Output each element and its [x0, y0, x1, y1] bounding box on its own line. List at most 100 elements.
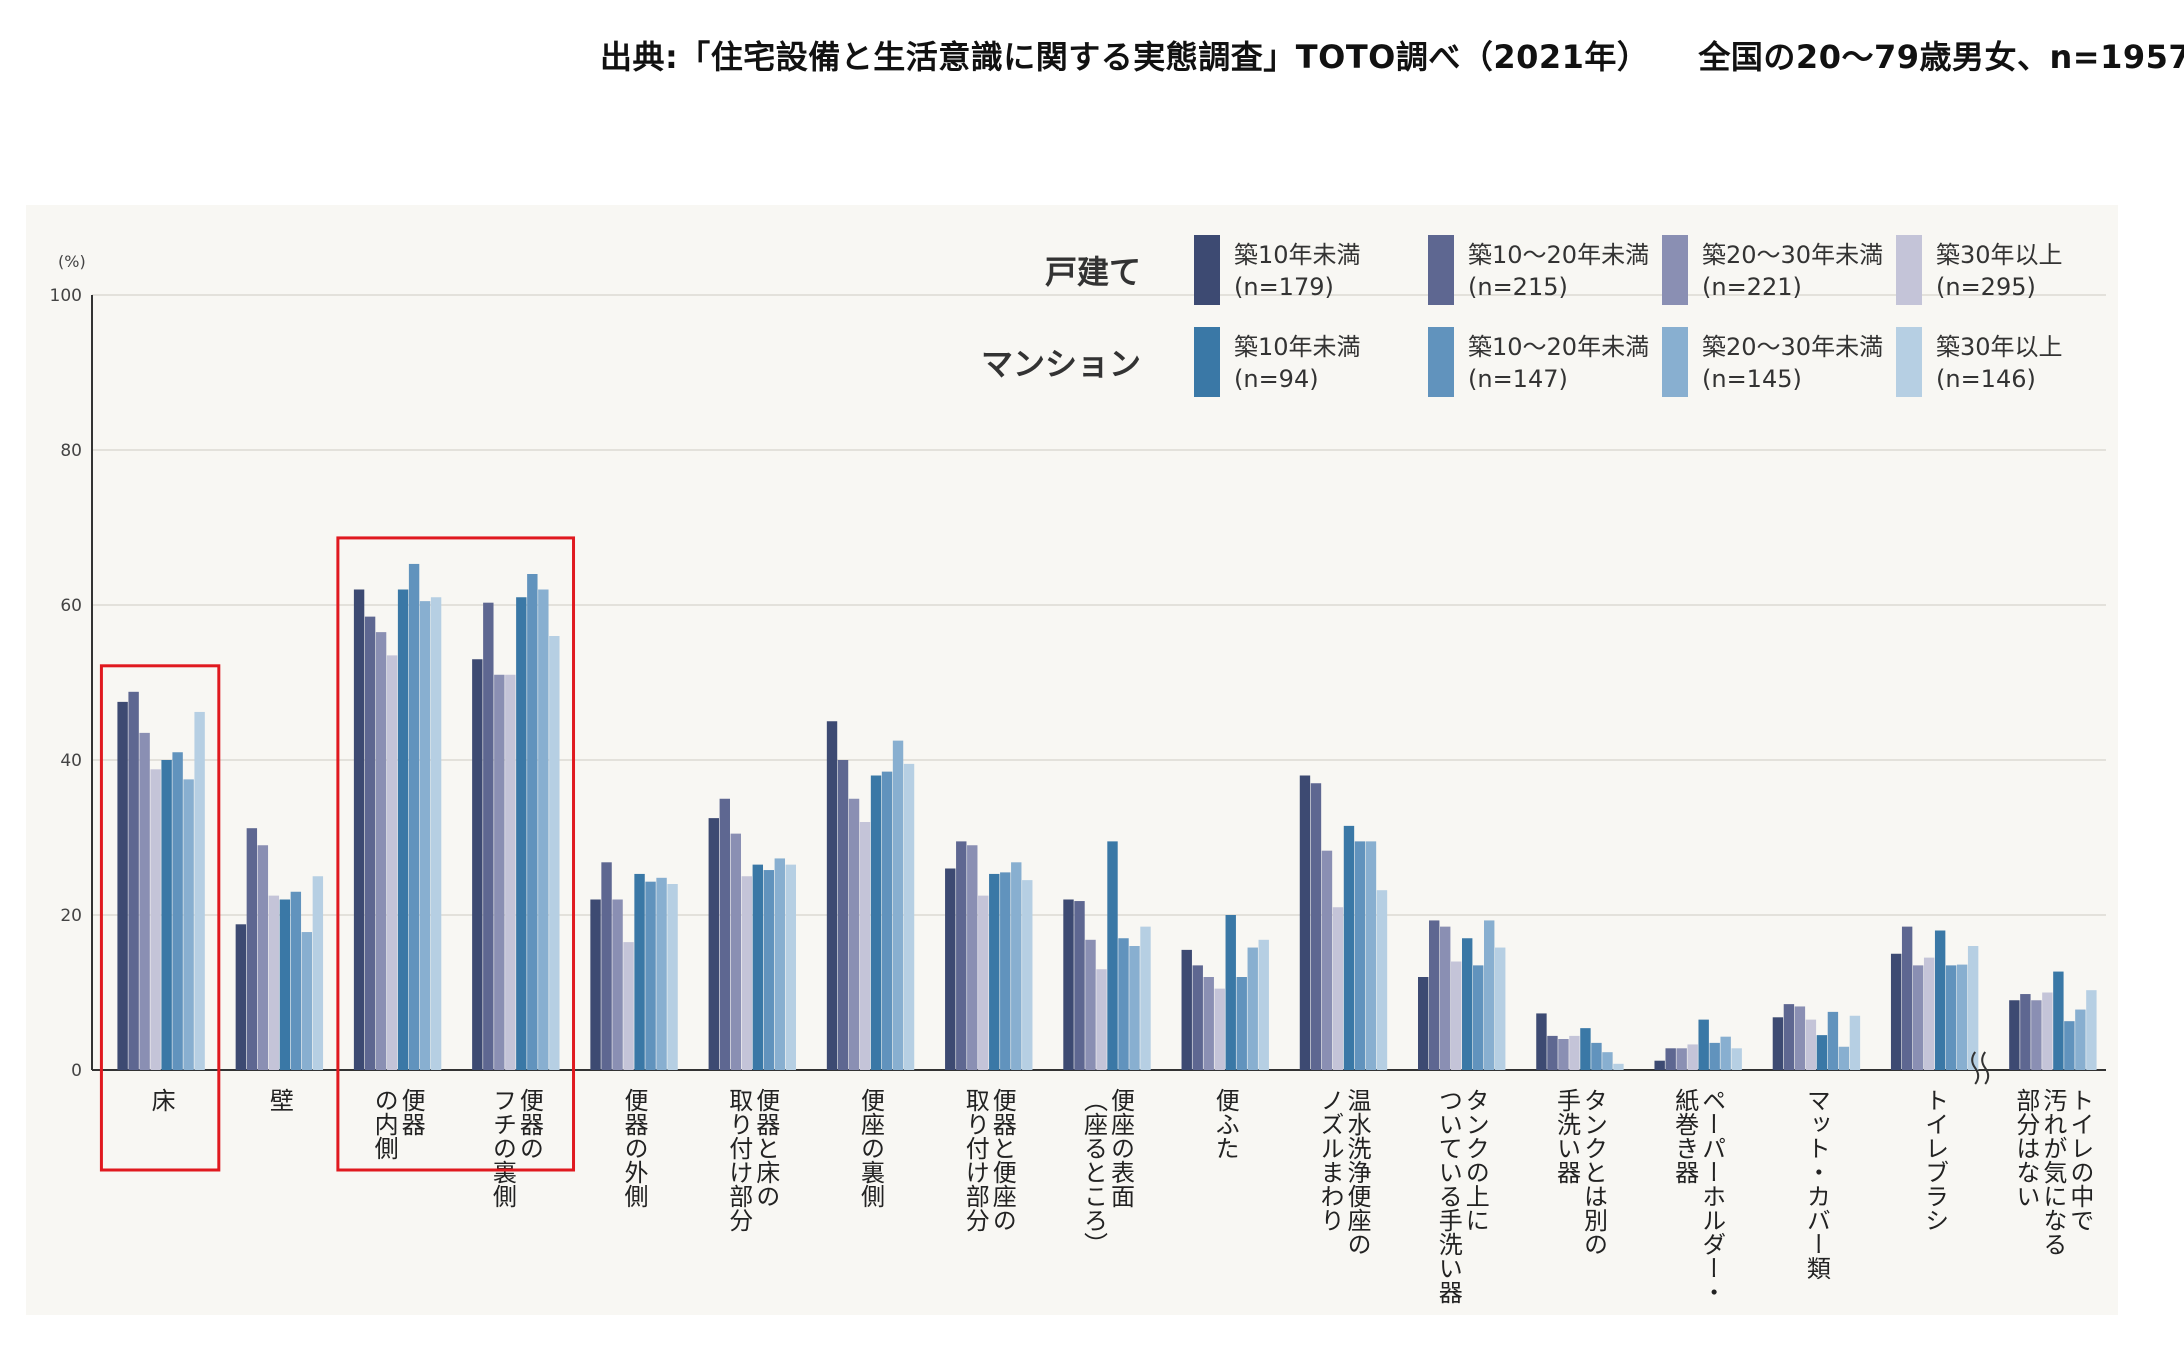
- bar: [645, 881, 656, 1070]
- bar: [538, 589, 549, 1070]
- x-category-label: 取り付け部分: [725, 1088, 753, 1232]
- bar: [516, 597, 527, 1070]
- bar: [763, 870, 774, 1070]
- bar: [1495, 947, 1506, 1070]
- bar: [353, 589, 365, 1070]
- bar: [1794, 1006, 1806, 1070]
- bar: [1934, 930, 1946, 1070]
- bar: [967, 845, 978, 1070]
- bar: [826, 721, 838, 1070]
- bar: [172, 752, 183, 1070]
- bar: [741, 876, 752, 1070]
- legend-label: 築10〜20年未満: [1468, 241, 1649, 269]
- x-category-label: トイレブラシ: [1921, 1088, 1949, 1232]
- bar: [2020, 994, 2031, 1070]
- legend-swatch: [1194, 327, 1220, 397]
- bar: [1536, 1013, 1547, 1070]
- bar: [1332, 907, 1344, 1070]
- bar: [1956, 964, 1968, 1070]
- bar: [549, 636, 560, 1070]
- bar: [1000, 872, 1011, 1070]
- bar: [194, 711, 205, 1070]
- bar: [1613, 1063, 1624, 1070]
- bar: [1429, 920, 1440, 1070]
- bar: [1118, 938, 1129, 1070]
- bar: [375, 632, 387, 1070]
- chart-panel: 0 20 40 60 80 100 (%) 床 壁 便器 の内側 便器の フチの裏側 便器の外側 便器と床の…: [26, 205, 2118, 1315]
- legend-swatch: [1194, 235, 1220, 305]
- x-category-label: （座るところ）: [1080, 1088, 1108, 1256]
- bar: [1181, 949, 1192, 1070]
- bar: [752, 864, 763, 1070]
- legend-n: (n=295): [1936, 273, 2036, 301]
- bar: [1343, 825, 1355, 1070]
- x-category-label: ついている手洗い器: [1434, 1088, 1462, 1304]
- bar: [945, 868, 956, 1070]
- bar: [667, 884, 678, 1070]
- bar: [1299, 775, 1311, 1070]
- highlight-frame: [336, 536, 576, 1172]
- legend-n: (n=221): [1702, 273, 1802, 301]
- bar: [1225, 915, 1236, 1070]
- y-tick-label: 60: [60, 596, 82, 616]
- bar: [1063, 899, 1074, 1070]
- bar: [1816, 1035, 1828, 1070]
- x-category-label: トイレの中で: [2066, 1088, 2094, 1232]
- x-category-label: タンクとは別の: [1579, 1088, 1607, 1256]
- bar: [590, 899, 601, 1070]
- bar: [1074, 901, 1085, 1070]
- bar: [312, 876, 324, 1070]
- bar: [397, 589, 409, 1070]
- bar: [708, 818, 719, 1070]
- bar: [183, 779, 194, 1070]
- bar: [1838, 1046, 1850, 1070]
- bar: [1107, 841, 1118, 1070]
- bar: [246, 828, 258, 1070]
- bar: [301, 932, 313, 1070]
- bar: [1720, 1036, 1731, 1070]
- bar: [1214, 988, 1225, 1070]
- bar: [1484, 920, 1495, 1070]
- bar: [1945, 965, 1957, 1070]
- bar: [1827, 1011, 1839, 1070]
- bar: [1912, 965, 1924, 1070]
- bar: [1772, 1017, 1784, 1070]
- bar: [1376, 890, 1388, 1070]
- bar: [1849, 1015, 1861, 1070]
- bar: [1310, 783, 1322, 1070]
- bar: [1923, 957, 1935, 1070]
- legend-label: 築30年以上: [1936, 333, 2063, 361]
- bar: [612, 899, 623, 1070]
- y-tick-label: 80: [60, 441, 82, 461]
- bar: [1085, 939, 1096, 1070]
- legend-swatch: [1428, 235, 1454, 305]
- bar: [1967, 946, 1979, 1070]
- legend-label: 築30年以上: [1936, 241, 2063, 269]
- bar: [1676, 1048, 1687, 1070]
- bar: [719, 798, 730, 1070]
- bar: [161, 760, 172, 1070]
- bar: [1901, 926, 1913, 1070]
- x-category-label: の内側: [370, 1088, 398, 1160]
- bar: [1687, 1044, 1698, 1070]
- bar: [1654, 1060, 1665, 1070]
- bar: [235, 924, 247, 1070]
- bar: [956, 841, 967, 1070]
- x-category-label: 便器の外側: [620, 1088, 648, 1208]
- y-tick-label: 40: [60, 751, 82, 771]
- bar: [774, 858, 785, 1070]
- bar: [730, 833, 741, 1070]
- y-tick-label: 0: [71, 1061, 82, 1081]
- x-category-label: 紙巻き器: [1671, 1088, 1699, 1184]
- bar: [1731, 1048, 1742, 1070]
- bar: [837, 760, 849, 1070]
- source-note: 出典:「住宅設備と生活意識に関する実態調査」TOTO調べ（2021年） 全国の2…: [600, 38, 2184, 76]
- bar: [634, 873, 645, 1070]
- bar: [1418, 977, 1429, 1070]
- x-category-label: 汚れが気になる: [2039, 1088, 2067, 1256]
- x-category-label: 便器: [397, 1088, 425, 1136]
- bar: [1354, 841, 1366, 1070]
- legend-swatch: [1662, 235, 1688, 305]
- y-tick-label: 20: [60, 906, 82, 926]
- bar: [1602, 1052, 1613, 1070]
